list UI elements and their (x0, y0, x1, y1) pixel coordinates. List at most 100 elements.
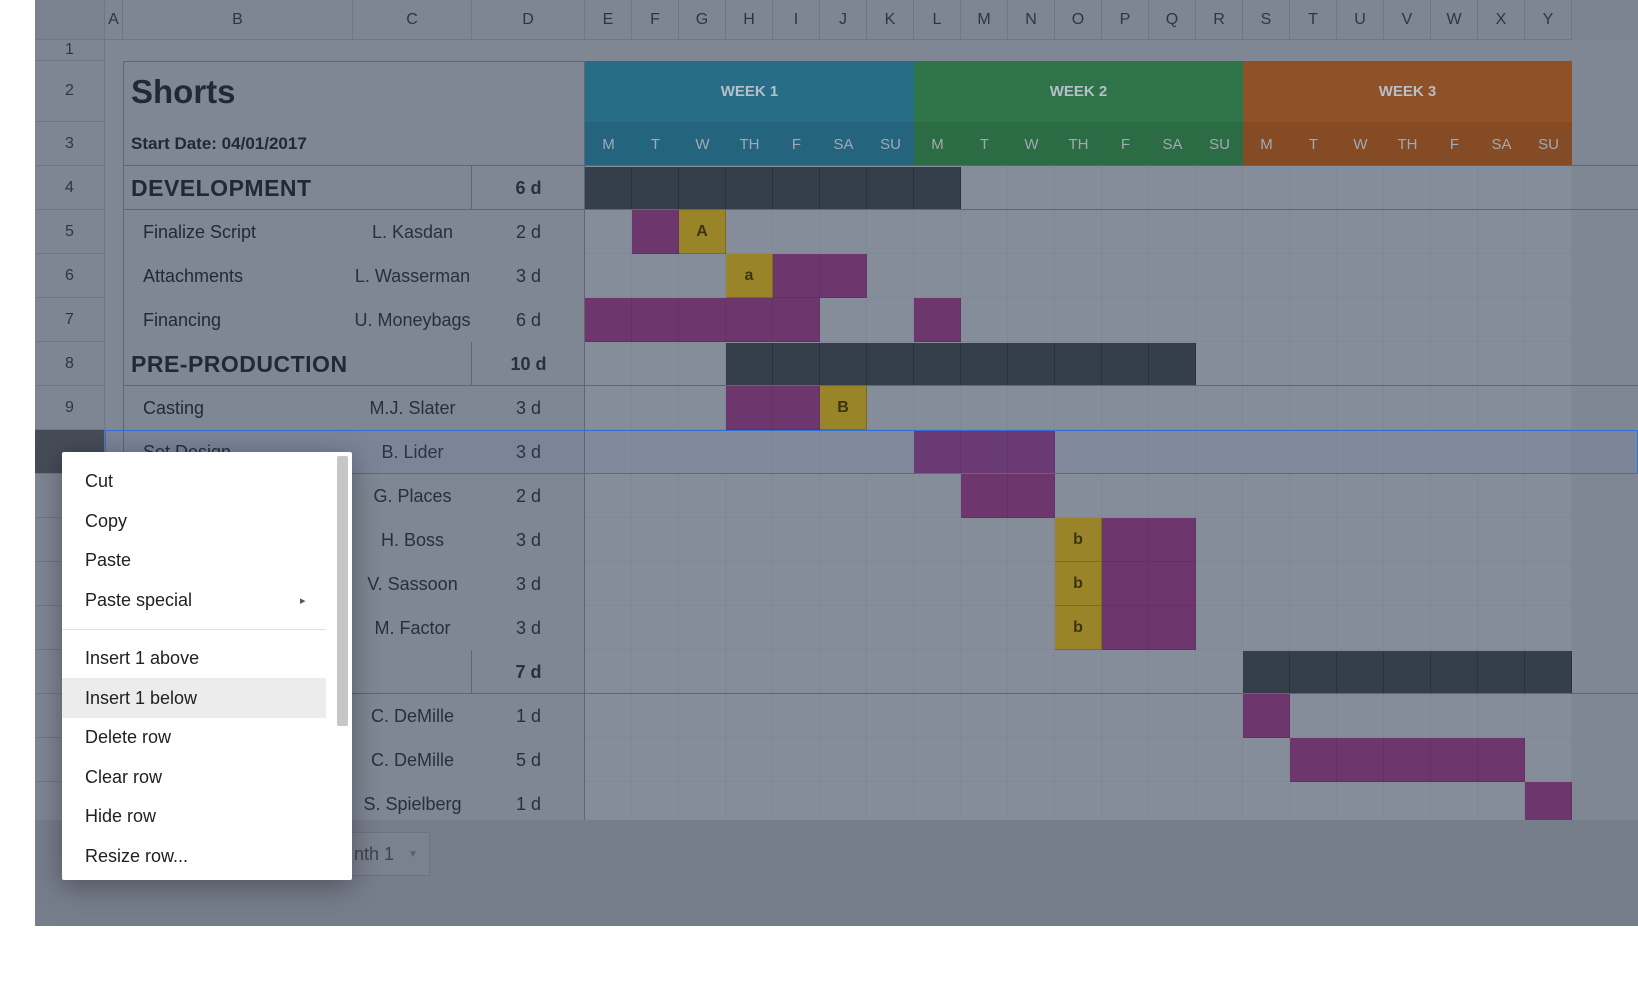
gantt-cell[interactable] (961, 210, 1008, 254)
gantt-cell[interactable] (1525, 738, 1572, 782)
gantt-cell[interactable] (1102, 430, 1149, 474)
column-header-u[interactable]: U (1337, 0, 1384, 40)
gantt-cell[interactable] (773, 606, 820, 650)
gantt-cell[interactable] (773, 738, 820, 782)
section-bar-cell[interactable] (585, 167, 632, 209)
gantt-cell[interactable] (1243, 518, 1290, 562)
column-header-v[interactable]: V (1384, 0, 1431, 40)
gantt-cell[interactable] (867, 474, 914, 518)
task-bar-cell[interactable] (1149, 562, 1196, 606)
task-bar-cell[interactable] (961, 474, 1008, 518)
gantt-cell[interactable] (1055, 298, 1102, 342)
gantt-cell[interactable] (1478, 386, 1525, 430)
task-bar-cell[interactable] (773, 298, 820, 342)
gantt-cell[interactable] (632, 562, 679, 606)
gantt-cell[interactable] (820, 298, 867, 342)
milestone-cell[interactable]: b (1055, 518, 1102, 562)
gantt-cell[interactable] (820, 650, 867, 694)
gantt-cell[interactable] (1196, 694, 1243, 738)
gantt-cell[interactable] (1337, 606, 1384, 650)
column-header-h[interactable]: H (726, 0, 773, 40)
gantt-cell[interactable] (914, 254, 961, 298)
gantt-cell[interactable] (1384, 430, 1431, 474)
gantt-cell[interactable] (820, 694, 867, 738)
gantt-cell[interactable] (1196, 386, 1243, 430)
gantt-cell[interactable] (1290, 430, 1337, 474)
gantt-cell[interactable] (1478, 430, 1525, 474)
gantt-cell[interactable] (585, 606, 632, 650)
gantt-cell[interactable] (1384, 606, 1431, 650)
gantt-cell[interactable] (820, 474, 867, 518)
gantt-cell[interactable] (1196, 166, 1243, 210)
gantt-cell[interactable] (1196, 210, 1243, 254)
gantt-cell[interactable] (632, 430, 679, 474)
gantt-cell[interactable] (1008, 738, 1055, 782)
gantt-cell[interactable] (1337, 254, 1384, 298)
column-header-i[interactable]: I (773, 0, 820, 40)
gantt-cell[interactable] (1196, 562, 1243, 606)
task-bar-cell[interactable] (914, 298, 961, 342)
gantt-cell[interactable] (1196, 298, 1243, 342)
gantt-cell[interactable] (1102, 386, 1149, 430)
gantt-cell[interactable] (914, 694, 961, 738)
task-bar-cell[interactable] (1149, 606, 1196, 650)
gantt-cell[interactable] (914, 386, 961, 430)
gantt-cell[interactable] (1055, 474, 1102, 518)
gantt-cell[interactable] (1525, 562, 1572, 606)
gantt-cell[interactable] (1431, 694, 1478, 738)
column-header-q[interactable]: Q (1149, 0, 1196, 40)
gantt-cell[interactable] (961, 562, 1008, 606)
gantt-cell[interactable] (585, 254, 632, 298)
section-bar-cell[interactable] (726, 343, 773, 385)
gantt-cell[interactable] (820, 210, 867, 254)
gantt-cell[interactable] (914, 518, 961, 562)
gantt-cell[interactable] (726, 650, 773, 694)
menu-item-paste[interactable]: Paste (62, 540, 326, 580)
gantt-cell[interactable] (1196, 474, 1243, 518)
gantt-cell[interactable] (1431, 782, 1478, 826)
gantt-cell[interactable] (961, 298, 1008, 342)
gantt-cell[interactable] (867, 650, 914, 694)
gantt-cell[interactable] (1290, 298, 1337, 342)
gantt-cell[interactable] (632, 518, 679, 562)
section-bar-cell[interactable] (726, 167, 773, 209)
column-header-y[interactable]: Y (1525, 0, 1572, 40)
menu-item-copy[interactable]: Copy (62, 501, 326, 541)
gantt-cell[interactable] (1102, 738, 1149, 782)
gantt-cell[interactable] (867, 738, 914, 782)
column-header-d[interactable]: D (472, 0, 585, 40)
gantt-cell[interactable] (867, 606, 914, 650)
gantt-cell[interactable] (679, 606, 726, 650)
task-bar-cell[interactable] (1337, 738, 1384, 782)
gantt-cell[interactable] (1008, 562, 1055, 606)
gantt-cell[interactable] (1055, 210, 1102, 254)
gantt-cell[interactable] (1196, 254, 1243, 298)
gantt-cell[interactable] (773, 562, 820, 606)
gantt-cell[interactable] (1337, 166, 1384, 210)
gantt-cell[interactable] (1525, 518, 1572, 562)
gantt-cell[interactable] (726, 210, 773, 254)
gantt-cell[interactable] (585, 518, 632, 562)
gantt-cell[interactable] (820, 518, 867, 562)
sheet-tab-dropdown-icon[interactable]: ▼ (408, 848, 418, 860)
gantt-cell[interactable] (961, 518, 1008, 562)
gantt-cell[interactable] (1149, 298, 1196, 342)
gantt-cell[interactable] (1290, 254, 1337, 298)
gantt-cell[interactable] (1525, 606, 1572, 650)
gantt-cell[interactable] (1055, 386, 1102, 430)
gantt-cell[interactable] (632, 606, 679, 650)
gantt-cell[interactable] (632, 342, 679, 386)
task-bar-cell[interactable] (679, 298, 726, 342)
gantt-cell[interactable] (914, 474, 961, 518)
gantt-cell[interactable] (1337, 694, 1384, 738)
gantt-cell[interactable] (1243, 210, 1290, 254)
gantt-cell[interactable] (1478, 342, 1525, 386)
gantt-cell[interactable] (773, 650, 820, 694)
gantt-cell[interactable] (773, 518, 820, 562)
gantt-cell[interactable] (585, 474, 632, 518)
task-bar-cell[interactable] (773, 386, 820, 430)
gantt-cell[interactable] (632, 694, 679, 738)
gantt-cell[interactable] (1478, 782, 1525, 826)
gantt-cell[interactable] (1431, 518, 1478, 562)
gantt-cell[interactable] (1008, 210, 1055, 254)
